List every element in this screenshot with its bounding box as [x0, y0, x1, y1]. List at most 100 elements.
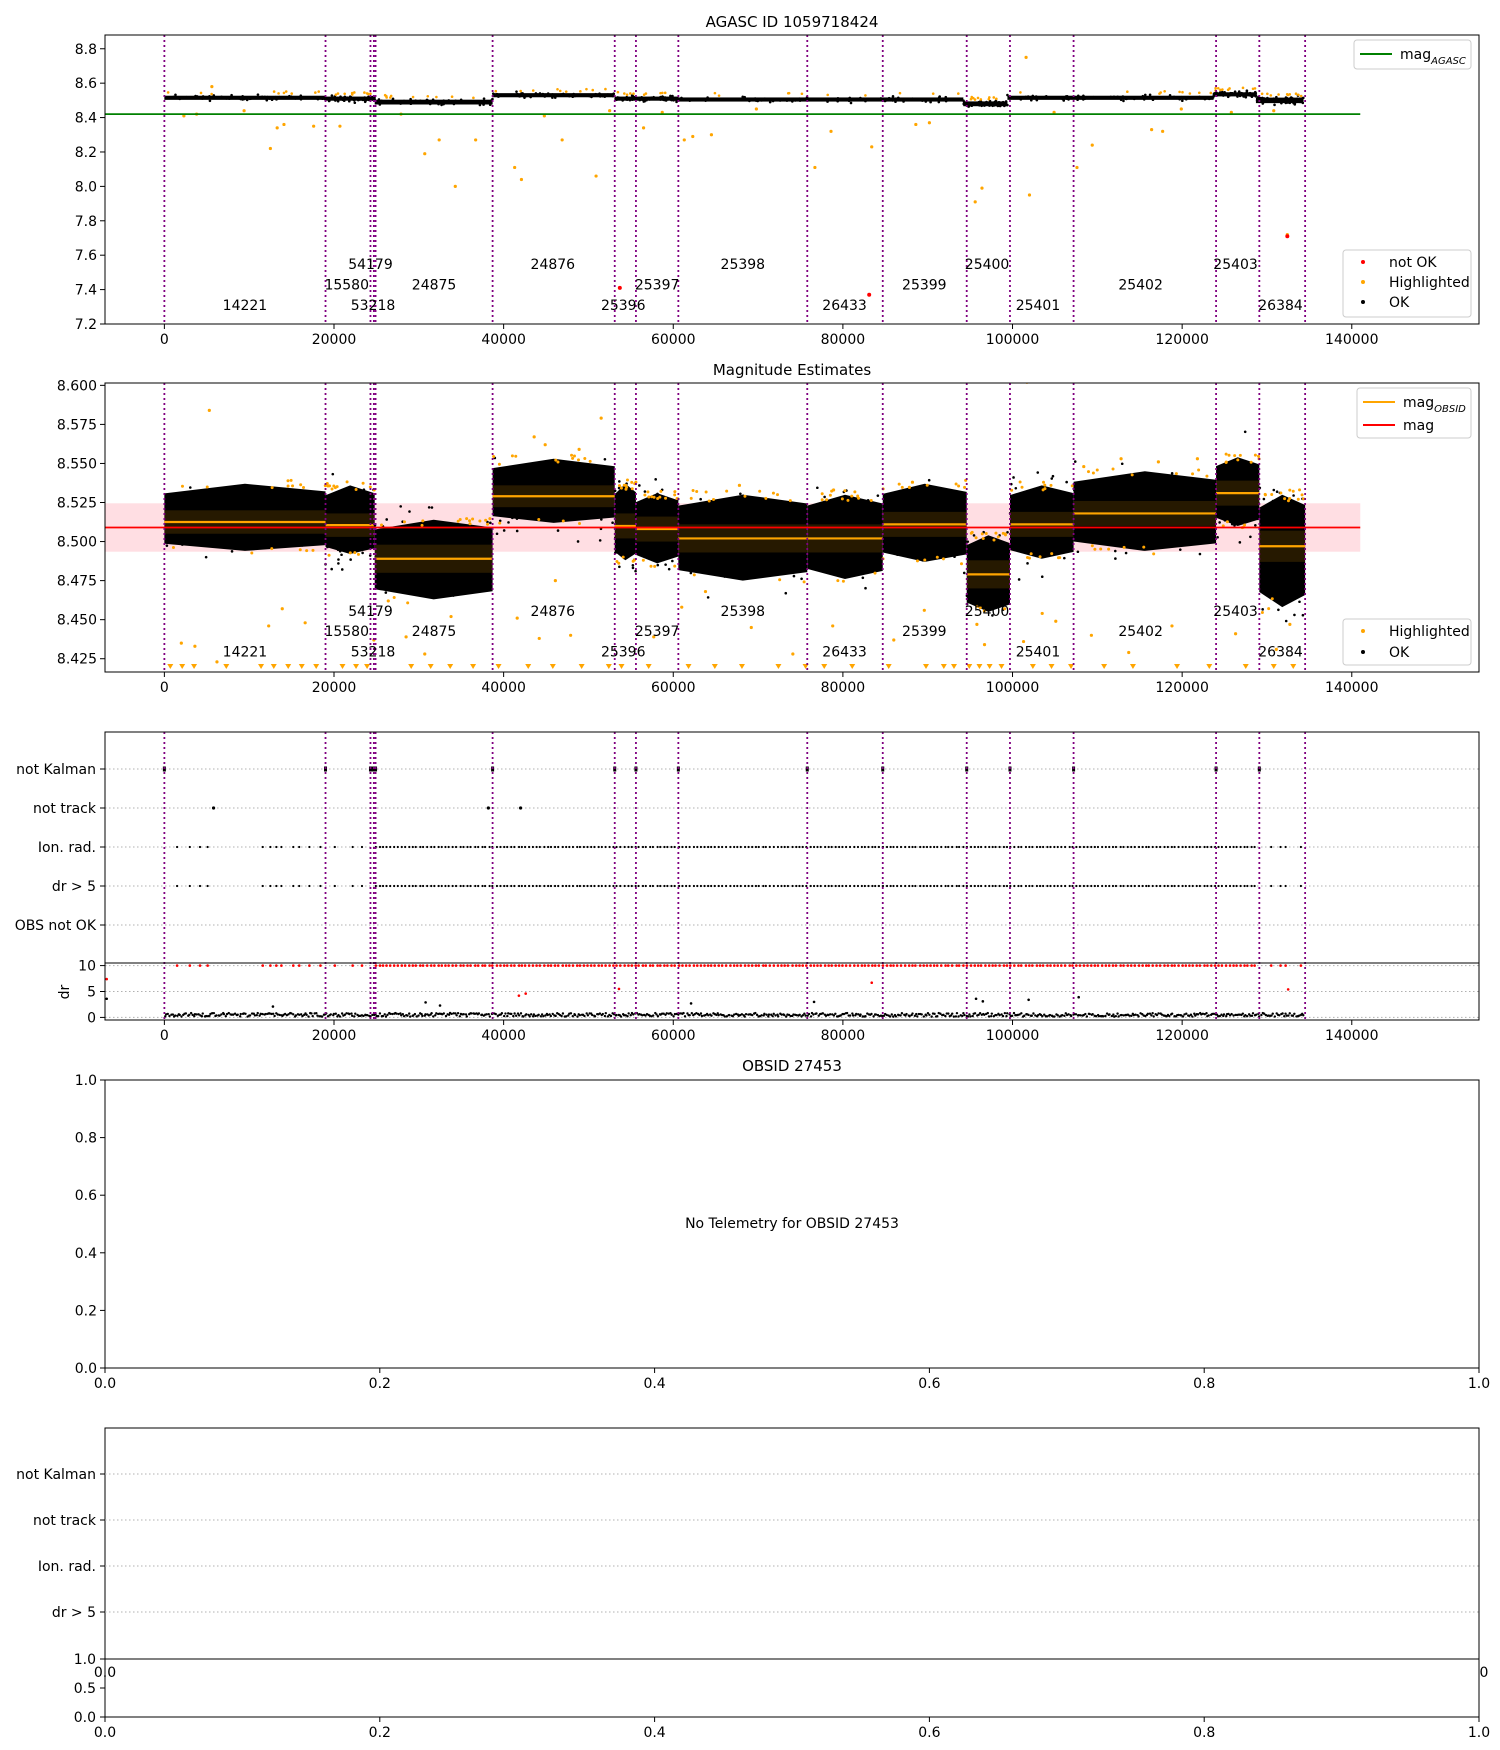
ok-point	[1017, 578, 1021, 581]
highlighted-point	[1119, 457, 1123, 461]
ok-point	[655, 501, 658, 505]
ion-rad-flag	[619, 845, 622, 849]
ok-points-band	[492, 458, 615, 523]
ok-point	[669, 94, 672, 98]
ok-point	[352, 543, 356, 547]
ok-point	[872, 561, 875, 564]
x-tick-label: 140000	[1325, 680, 1378, 696]
ok-point	[230, 93, 233, 97]
dr-point	[1201, 1012, 1205, 1015]
ok-point	[743, 534, 747, 538]
ok-point	[1039, 545, 1043, 548]
ok-point	[792, 566, 795, 569]
dr-point	[700, 1014, 704, 1018]
ion-rad-flag	[768, 845, 771, 849]
highlighted-point	[1260, 611, 1264, 615]
ion-rad-flag	[867, 845, 870, 849]
dr-gt-5-flag	[988, 884, 991, 888]
highlighted-point	[361, 481, 365, 485]
ok-point	[999, 567, 1003, 571]
ion-rad-flag	[597, 845, 600, 849]
highlighted-point	[1099, 547, 1103, 551]
ion-rad-flag	[590, 845, 593, 849]
obsid-label: 26433	[822, 644, 867, 660]
ion-rad-flag	[1253, 845, 1256, 849]
ok-point	[982, 587, 986, 591]
dr-gt-5-flag	[510, 884, 513, 888]
y-tick-label: 0.8	[75, 1131, 97, 1147]
dr-gt-5-flag	[1035, 884, 1038, 888]
dr-point	[683, 1015, 687, 1018]
ok-point	[256, 93, 260, 96]
ok-point	[187, 95, 190, 99]
ok-point	[601, 470, 604, 474]
dr-point	[963, 1013, 966, 1017]
dr-clipped-flag	[1028, 964, 1031, 967]
dr-gt-5-flag	[374, 884, 377, 888]
ok-point	[953, 510, 957, 514]
ion-rad-flag	[1235, 845, 1238, 849]
ok-point	[438, 549, 442, 553]
y-axis: 0.00.51.0	[74, 1652, 105, 1726]
ok-point	[1238, 541, 1242, 544]
ok-point	[682, 550, 685, 553]
dr-gt-5-flag	[707, 884, 710, 888]
highlighted-point	[1288, 622, 1292, 626]
dr-gt-5-flag	[378, 884, 382, 888]
ok-point	[630, 509, 634, 512]
ion-rad-flag	[838, 845, 841, 849]
dr-point	[212, 1011, 216, 1015]
ok-point	[1049, 512, 1053, 515]
magnitude-estimates-panel: Magnitude Estimates 14221155805417953218…	[57, 361, 1480, 696]
ok-point	[850, 553, 854, 557]
dr-point	[961, 1014, 964, 1018]
ion-rad-flag	[751, 845, 754, 849]
ok-point	[658, 520, 662, 524]
ok-point	[605, 497, 609, 501]
ok-point	[1033, 500, 1036, 503]
legend-label: Highlighted	[1389, 624, 1470, 640]
not-ok-point	[1285, 234, 1290, 239]
ion-rad-flag	[1224, 845, 1228, 849]
ok-point	[1083, 97, 1087, 101]
ok-point	[598, 92, 601, 96]
ok-point	[925, 532, 929, 535]
ok-point	[664, 512, 668, 516]
dr-clipped-flag	[918, 964, 922, 967]
ok-point	[421, 573, 424, 577]
ion-rad-flag	[483, 845, 487, 849]
ok-point	[618, 536, 622, 539]
highlighted-point	[869, 499, 873, 503]
dr-gt-5-flag	[1064, 884, 1067, 888]
ok-point	[1063, 556, 1066, 560]
ok-point	[1169, 490, 1173, 493]
dr-point	[236, 1013, 239, 1016]
ok-point	[1218, 514, 1221, 518]
highlighted-point	[325, 481, 329, 485]
ok-point	[943, 501, 946, 505]
ok-point	[694, 549, 698, 552]
ok-point	[1223, 92, 1226, 95]
ok-point	[899, 541, 902, 544]
dr-clipped-flag	[743, 964, 747, 967]
dr-gt-5-flag	[1096, 884, 1100, 888]
ok-point	[258, 540, 261, 544]
dr-gt-5-flag	[491, 884, 494, 888]
ion-rad-flag	[1122, 845, 1125, 849]
ok-point	[1178, 548, 1182, 551]
ion-rad-flag	[860, 845, 863, 849]
ok-point	[282, 504, 286, 508]
highlighted-point	[449, 614, 453, 619]
ok-point	[983, 566, 987, 570]
dr-point	[450, 1012, 453, 1016]
dr-point	[1027, 1013, 1030, 1017]
highlighted-point	[583, 457, 587, 461]
ok-point	[200, 494, 204, 498]
ion-rad-flag	[754, 845, 758, 849]
ok-point	[847, 551, 851, 555]
ok-point	[1211, 487, 1214, 491]
ok-point	[711, 542, 715, 546]
dr-gt-5-flag	[1137, 884, 1141, 888]
ok-point	[838, 553, 841, 557]
